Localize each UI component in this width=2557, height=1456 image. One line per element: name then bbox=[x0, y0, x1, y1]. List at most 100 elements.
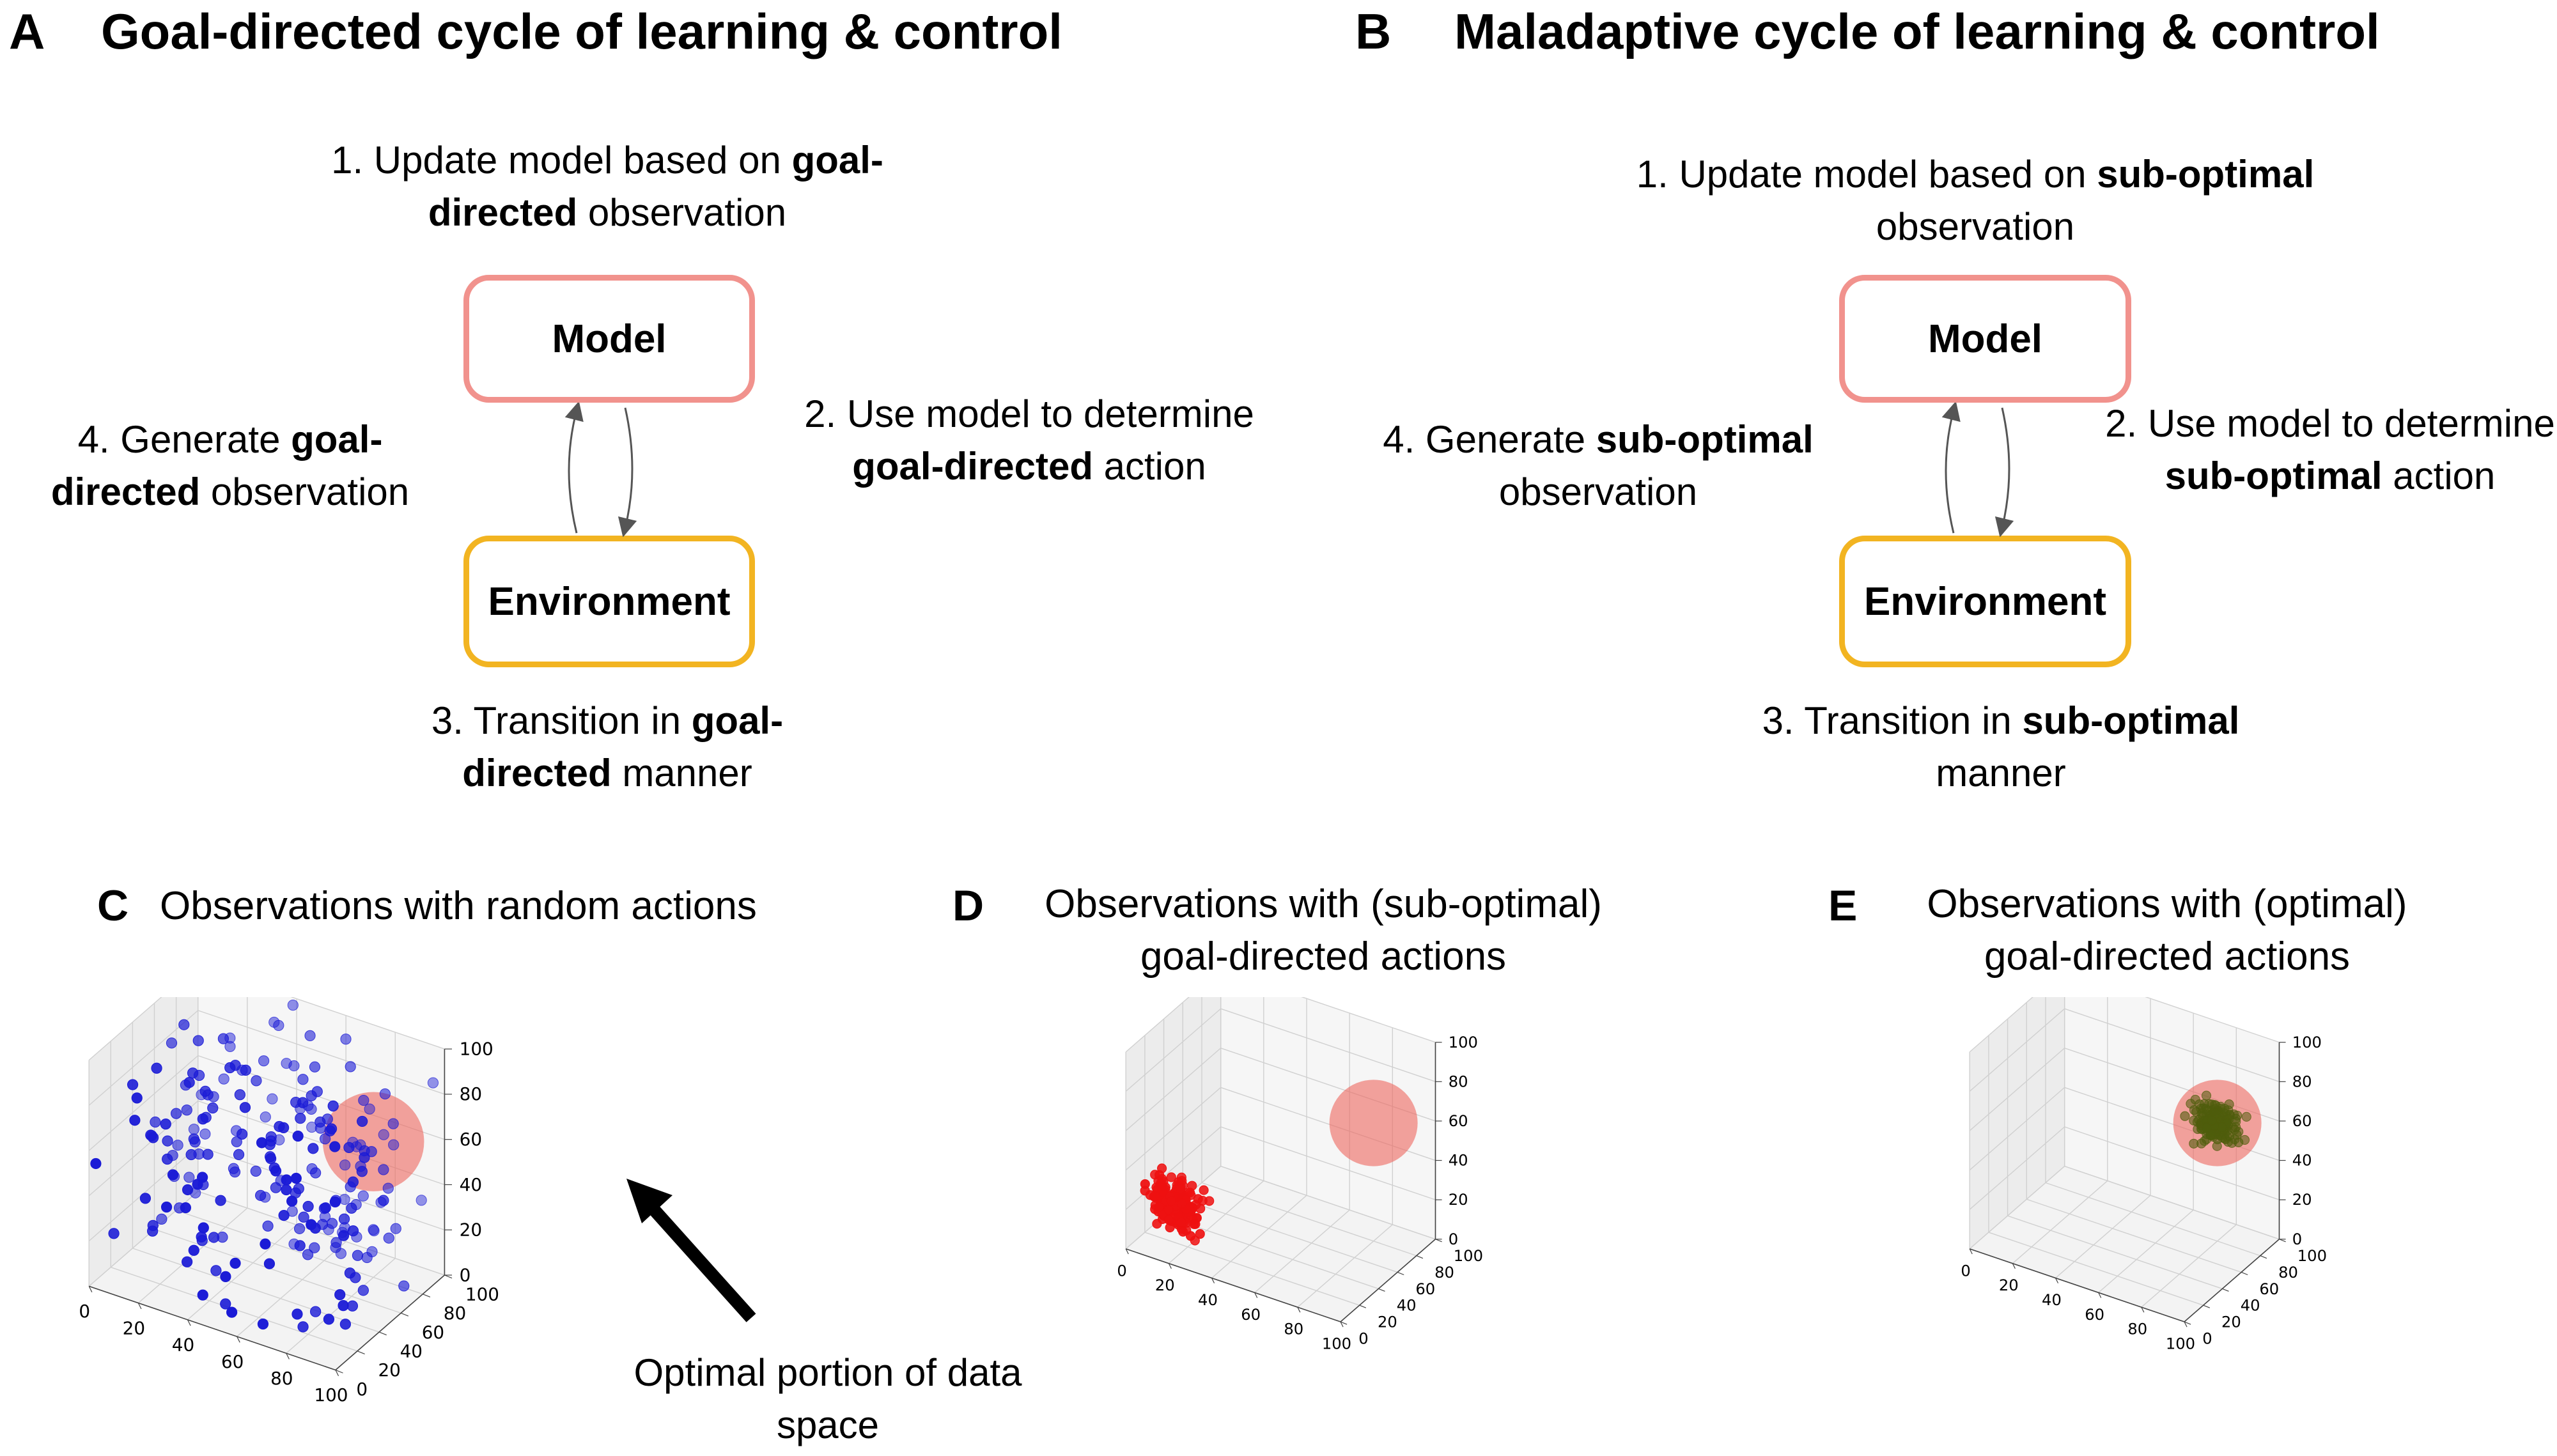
x-tick-label: 60 bbox=[221, 1351, 244, 1372]
data-point bbox=[323, 1313, 335, 1325]
data-point bbox=[340, 1034, 352, 1045]
data-point bbox=[256, 1137, 268, 1149]
data-point bbox=[358, 1094, 369, 1106]
data-point bbox=[260, 1238, 271, 1250]
data-point bbox=[364, 1103, 375, 1115]
y-tick bbox=[2279, 1239, 2286, 1243]
grid-line bbox=[2026, 1198, 2242, 1273]
data-point bbox=[356, 1166, 368, 1177]
data-point bbox=[329, 1141, 341, 1152]
grid-line bbox=[1220, 1008, 1436, 1082]
panel-b-title: Maladaptive cycle of learning & control bbox=[1454, 3, 2380, 59]
x-tick-label: 80 bbox=[270, 1368, 293, 1389]
data-point bbox=[390, 1223, 401, 1234]
x-tick-label: 60 bbox=[2085, 1305, 2104, 1324]
panel-c-title: Observations with random actions bbox=[160, 884, 757, 928]
x-tick bbox=[2055, 1278, 2059, 1283]
panel-c-letter: C bbox=[97, 881, 129, 930]
x-tick-label: 20 bbox=[123, 1317, 145, 1338]
data-point bbox=[382, 1182, 394, 1194]
arrow-environment-to-model bbox=[564, 403, 584, 534]
data-point bbox=[346, 1300, 359, 1312]
data-point bbox=[293, 1223, 306, 1234]
x-tick bbox=[1125, 1248, 1129, 1255]
data-point bbox=[171, 1108, 182, 1119]
grid-line bbox=[1969, 1087, 2065, 1171]
data-point bbox=[309, 1061, 321, 1073]
z-tick-label: 20 bbox=[1449, 1190, 1468, 1209]
data-point bbox=[202, 1149, 214, 1160]
z-tick-label: 100 bbox=[2292, 1033, 2322, 1051]
data-point bbox=[1177, 1198, 1187, 1209]
data-point bbox=[257, 1318, 269, 1330]
x-tick bbox=[335, 1370, 339, 1377]
z-tick-label: 40 bbox=[1449, 1151, 1468, 1170]
data-point bbox=[315, 1116, 326, 1128]
y-tick-label: 100 bbox=[465, 1283, 499, 1305]
data-point bbox=[293, 1183, 304, 1195]
data-point bbox=[181, 1104, 192, 1116]
data-point bbox=[344, 1267, 356, 1279]
data-point bbox=[147, 1225, 159, 1237]
data-point bbox=[329, 1196, 341, 1208]
x-axis-line bbox=[1969, 1248, 2185, 1322]
data-point bbox=[327, 1100, 339, 1111]
panel-b-step3: 3. Transition in sub-optimal manner bbox=[1762, 699, 2240, 794]
data-point bbox=[2224, 1131, 2235, 1141]
x-tick-label: 40 bbox=[1198, 1290, 1218, 1309]
y-tick bbox=[335, 1369, 343, 1374]
y-tick-label: 40 bbox=[2241, 1296, 2260, 1315]
data-point bbox=[288, 1060, 300, 1072]
y-tick-label: 60 bbox=[422, 1322, 444, 1343]
data-point bbox=[297, 1097, 309, 1108]
data-point bbox=[2199, 1099, 2209, 1109]
panel-b-model-label: Model bbox=[1927, 316, 2043, 361]
data-point bbox=[273, 1019, 284, 1031]
grid-line bbox=[1969, 1166, 2065, 1250]
x-tick bbox=[2012, 1263, 2016, 1269]
grid-line bbox=[2055, 1195, 2151, 1279]
data-point bbox=[129, 1115, 141, 1126]
grid-line bbox=[290, 997, 445, 1049]
data-point bbox=[160, 1201, 173, 1213]
data-point bbox=[185, 1149, 197, 1161]
z-tick-label: 0 bbox=[2292, 1230, 2302, 1248]
y-axis-line bbox=[335, 1274, 445, 1371]
data-point bbox=[156, 1213, 167, 1225]
data-point bbox=[1185, 1231, 1196, 1241]
data-point bbox=[298, 1211, 309, 1223]
y-tick bbox=[444, 1274, 453, 1279]
data-point bbox=[398, 1280, 410, 1292]
data-point bbox=[90, 1158, 102, 1170]
data-point bbox=[286, 1195, 298, 1207]
data-point bbox=[368, 1224, 379, 1235]
grid-line bbox=[88, 1055, 199, 1151]
data-point bbox=[150, 1116, 161, 1128]
data-point bbox=[2234, 1137, 2244, 1147]
x-tick-label: 40 bbox=[172, 1335, 194, 1356]
data-point bbox=[162, 1153, 173, 1165]
data-point bbox=[2180, 1111, 2190, 1121]
data-point bbox=[139, 1193, 152, 1204]
z-tick-label: 20 bbox=[2292, 1190, 2312, 1209]
grid-line bbox=[2007, 1215, 2223, 1289]
y-tick-label: 100 bbox=[2297, 1246, 2327, 1265]
grid-line bbox=[1125, 1048, 1222, 1131]
data-point bbox=[208, 1232, 220, 1243]
panel-e-letter: E bbox=[1828, 881, 1858, 930]
data-point bbox=[338, 1300, 349, 1312]
data-point bbox=[2206, 1130, 2216, 1141]
x-tick bbox=[1211, 1278, 1215, 1283]
data-point bbox=[1195, 1229, 1205, 1239]
y-tick-label: 40 bbox=[400, 1341, 423, 1362]
y-tick bbox=[423, 1294, 431, 1297]
optimal-region-pointer-arrow bbox=[626, 1179, 756, 1322]
z-tick-label: 80 bbox=[2292, 1072, 2312, 1090]
data-point bbox=[310, 1167, 322, 1179]
x-tick bbox=[1969, 1248, 1973, 1255]
data-point bbox=[290, 1172, 302, 1184]
z-tick-label: 100 bbox=[460, 1038, 494, 1059]
data-point bbox=[388, 1139, 400, 1150]
data-point bbox=[291, 1308, 303, 1320]
